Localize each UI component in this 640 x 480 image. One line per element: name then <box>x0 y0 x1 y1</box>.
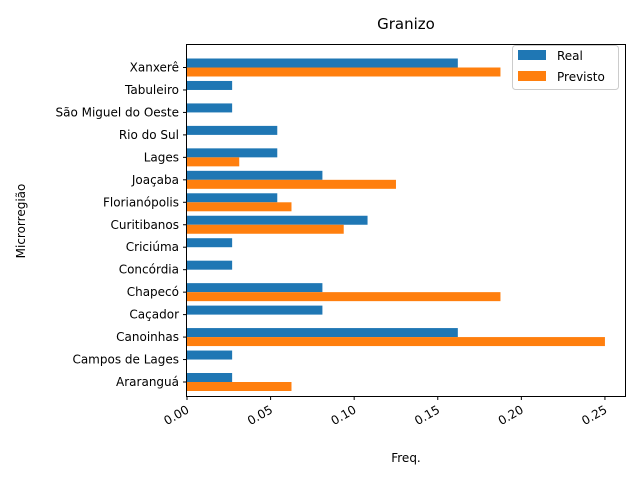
y-axis: Araranguá Campos de Lages Canoinhas Caçador… <box>55 61 187 389</box>
y-tick-label-florianopolis: Florianópolis <box>103 195 179 209</box>
y-tick-label-sao-miguel-do-oeste: São Miguel do Oeste <box>55 105 179 119</box>
bars-group <box>187 58 605 391</box>
x-tick-label: 0.20 <box>496 402 526 427</box>
y-tick-label-xanxere: Xanxerê <box>130 61 179 75</box>
plot-frame <box>186 44 626 397</box>
bar-previsto-chapeco <box>187 292 501 302</box>
bar-previsto-florianopolis <box>187 202 292 212</box>
bar-previsto-xanxere <box>187 67 501 77</box>
y-tick-label-ararangua: Araranguá <box>116 375 179 389</box>
bar-real-xanxere <box>187 58 458 68</box>
bar-previsto-ararangua <box>187 382 292 391</box>
y-tick-label-joacaba: Joaçaba <box>131 173 179 187</box>
bar-previsto-joacaba <box>187 179 396 189</box>
x-tick-label: 0.00 <box>161 402 191 427</box>
bar-real-canoinhas <box>187 328 458 338</box>
y-tick-label-lages: Lages <box>144 150 179 164</box>
bar-real-florianopolis <box>187 193 278 203</box>
x-tick-label: 0.05 <box>245 402 275 427</box>
chart-title: Granizo <box>377 15 435 33</box>
legend-label-previsto: Previsto <box>557 70 605 84</box>
legend-swatch-previsto <box>518 71 546 81</box>
x-tick-label: 0.25 <box>579 402 609 427</box>
bar-real-chapeco <box>187 283 323 293</box>
bar-previsto-lages <box>187 157 240 167</box>
legend-label-real: Real <box>557 49 583 63</box>
x-axis: 0.00 0.05 0.10 0.15 0.20 0.25 <box>161 396 609 428</box>
y-tick-label-concordia: Concórdia <box>119 263 179 277</box>
legend-swatch-real <box>518 50 546 60</box>
bar-real-ararangua <box>187 373 233 382</box>
y-tick-label-rio-do-sul: Rio do Sul <box>119 128 179 142</box>
bar-real-sao-miguel-do-oeste <box>187 103 233 113</box>
bar-real-rio-do-sul <box>187 125 278 135</box>
bar-real-tabuleiro <box>187 80 233 90</box>
y-tick-label-tabuleiro: Tabuleiro <box>124 83 179 97</box>
bar-real-curitibanos <box>187 215 368 225</box>
bar-real-campos-de-lages <box>187 350 233 360</box>
x-tick-label: 0.15 <box>412 402 442 427</box>
x-axis-label: Freq. <box>391 451 421 465</box>
bar-real-joacaba <box>187 170 323 180</box>
y-tick-label-criciuma: Criciúma <box>126 240 179 254</box>
y-tick-label-chapeco: Chapecó <box>127 285 179 299</box>
y-tick-label-cacador: Caçador <box>129 308 179 322</box>
y-tick-label-campos-de-lages: Campos de Lages <box>72 353 179 367</box>
bar-previsto-curitibanos <box>187 224 344 234</box>
bar-real-cacador <box>187 305 323 315</box>
bar-previsto-canoinhas <box>187 337 605 347</box>
bar-real-lages <box>187 148 278 158</box>
bar-real-concordia <box>187 260 233 270</box>
bar-real-criciuma <box>187 238 233 248</box>
y-tick-label-curitibanos: Curitibanos <box>111 218 179 232</box>
legend: Real Previsto <box>512 45 619 90</box>
x-tick-label: 0.10 <box>329 402 359 427</box>
y-tick-label-canoinhas: Canoinhas <box>116 330 179 344</box>
y-axis-label: Microrregião <box>14 184 28 259</box>
